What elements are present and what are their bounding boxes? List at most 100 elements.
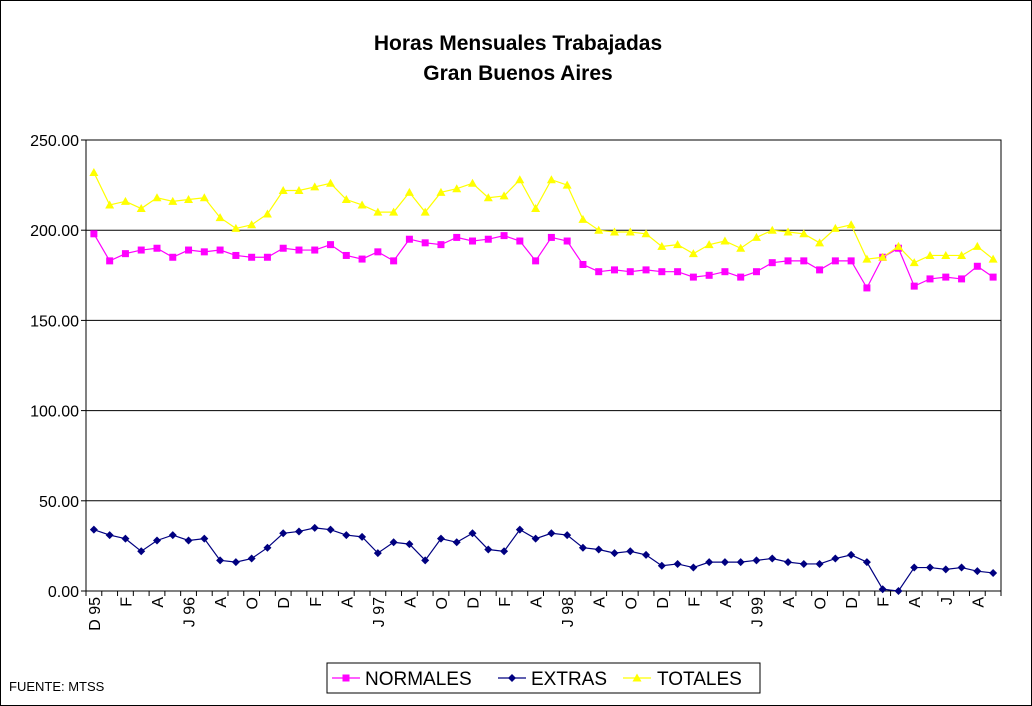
- point-normales-9: [232, 251, 240, 259]
- point-normales-17: [358, 255, 366, 263]
- y-tick-label-2: 100.00: [30, 404, 79, 421]
- point-extras-12: [279, 529, 288, 538]
- x-tick-label-11: O: [434, 597, 451, 609]
- point-normales-5: [169, 253, 177, 261]
- point-normales-44: [784, 257, 792, 265]
- point-totales-10: [247, 220, 257, 229]
- x-tick-label-7: F: [308, 597, 325, 607]
- point-normales-14: [311, 246, 319, 254]
- series-layer: [89, 167, 998, 595]
- point-normales-49: [863, 284, 871, 292]
- point-extras-20: [405, 540, 414, 549]
- point-extras-38: [689, 563, 698, 572]
- point-totales-7: [199, 193, 209, 202]
- series-line-extras: [93, 527, 994, 592]
- point-normales-40: [721, 268, 729, 276]
- y-tick-label-4: 200.00: [30, 223, 79, 240]
- point-totales-16: [341, 195, 351, 204]
- point-normales-27: [516, 237, 524, 245]
- point-normales-21: [421, 239, 429, 247]
- x-tick-label-13: F: [497, 597, 514, 607]
- point-extras-43: [768, 554, 777, 563]
- point-totales-27: [515, 175, 525, 184]
- point-totales-44: [783, 227, 793, 236]
- legend: NORMALES EXTRAS TOTALES: [326, 662, 761, 694]
- point-totales-12: [278, 186, 288, 195]
- point-extras-50: [878, 585, 887, 594]
- point-extras-3: [137, 547, 146, 556]
- point-extras-42: [752, 556, 761, 565]
- point-extras-30: [563, 531, 572, 540]
- legend-marker-normales: [342, 674, 350, 682]
- x-tick-label-22: A: [781, 597, 798, 608]
- point-normales-43: [768, 259, 776, 267]
- point-extras-18: [373, 549, 382, 558]
- point-totales-33: [609, 227, 619, 236]
- point-extras-4: [152, 536, 161, 545]
- point-normales-31: [579, 260, 587, 268]
- point-extras-54: [941, 565, 950, 574]
- point-normales-47: [831, 257, 839, 265]
- point-extras-2: [121, 534, 130, 543]
- point-normales-45: [800, 257, 808, 265]
- point-normales-19: [390, 257, 398, 265]
- y-tick-label-3: 150.00: [30, 313, 79, 330]
- point-extras-53: [926, 563, 935, 572]
- point-totales-36: [657, 241, 667, 250]
- point-totales-2: [120, 196, 130, 205]
- point-totales-21: [420, 207, 430, 216]
- x-tick-label-21: J 99: [749, 597, 766, 627]
- point-extras-26: [500, 547, 509, 556]
- point-normales-53: [926, 275, 934, 283]
- point-extras-10: [247, 554, 256, 563]
- point-normales-42: [752, 268, 760, 276]
- x-tick-label-4: A: [213, 597, 230, 608]
- point-extras-36: [657, 561, 666, 570]
- point-extras-32: [594, 545, 603, 554]
- point-normales-24: [469, 237, 477, 245]
- series-totales: [89, 167, 998, 267]
- point-extras-29: [547, 529, 556, 538]
- point-totales-34: [625, 227, 635, 236]
- point-extras-23: [452, 538, 461, 547]
- point-totales-32: [594, 225, 604, 234]
- point-normales-7: [200, 248, 208, 256]
- point-normales-8: [216, 246, 224, 254]
- point-totales-3: [136, 204, 146, 213]
- point-normales-20: [405, 235, 413, 243]
- legend-box: [326, 662, 761, 694]
- x-tick-label-28: A: [970, 597, 987, 608]
- x-tick-label-2: A: [150, 597, 167, 608]
- series-extras: [89, 523, 998, 595]
- point-normales-12: [279, 244, 287, 252]
- x-tick-label-5: O: [245, 597, 262, 609]
- point-totales-18: [373, 207, 383, 216]
- point-totales-17: [357, 200, 367, 209]
- point-normales-1: [106, 257, 114, 265]
- point-extras-5: [168, 531, 177, 540]
- point-totales-42: [751, 232, 761, 241]
- x-tick-label-0: D 95: [87, 597, 104, 631]
- point-extras-27: [515, 525, 524, 534]
- legend-label-normales: NORMALES: [365, 669, 472, 690]
- legend-label-totales: TOTALES: [657, 669, 742, 690]
- x-tick-label-18: D: [655, 597, 672, 609]
- point-totales-28: [531, 204, 541, 213]
- point-normales-18: [374, 248, 382, 256]
- point-normales-52: [910, 282, 918, 290]
- point-extras-19: [389, 538, 398, 547]
- point-extras-39: [705, 558, 714, 567]
- legend-marker-extras: [508, 674, 516, 682]
- x-tick-label-25: F: [876, 597, 893, 607]
- point-normales-38: [689, 273, 697, 281]
- point-normales-36: [658, 268, 666, 276]
- point-totales-25: [483, 193, 493, 202]
- point-extras-41: [736, 558, 745, 567]
- plot-area: [85, 139, 1002, 592]
- point-normales-30: [563, 237, 571, 245]
- point-totales-46: [815, 238, 825, 247]
- point-totales-49: [862, 254, 872, 263]
- point-normales-54: [942, 273, 950, 281]
- point-extras-13: [294, 527, 303, 536]
